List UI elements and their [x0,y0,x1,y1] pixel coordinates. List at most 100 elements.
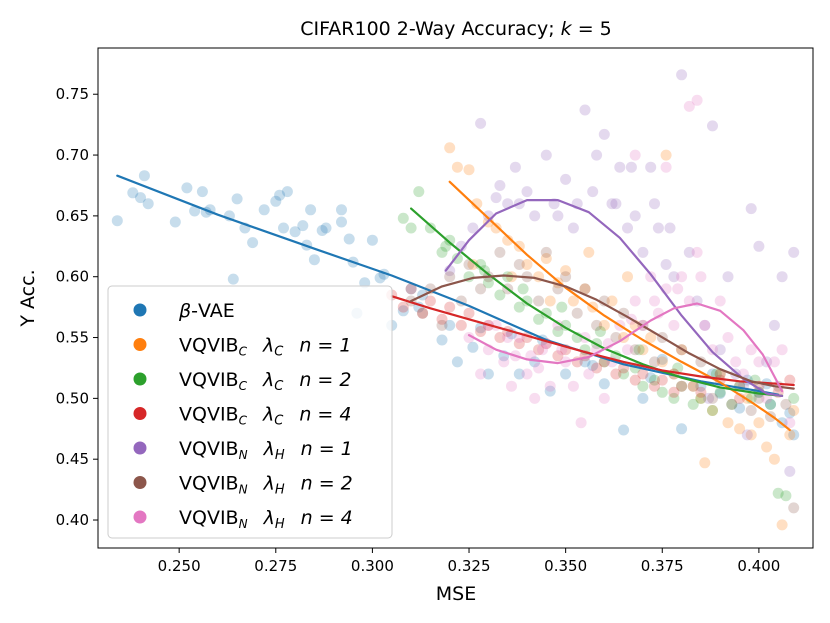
legend-entry-7: VQVIBN λH n = 4 [133,507,353,532]
data-point [533,362,545,374]
legend-label: VQVIBC λC n = 4 [179,404,351,429]
data-point [695,271,707,283]
data-point [776,271,788,283]
data-point [278,222,289,234]
data-point [567,222,579,234]
y-tick-label: 0.70 [56,146,89,164]
data-point [513,368,525,380]
data-point [560,173,572,185]
legend-label: β-VAE [178,300,235,322]
data-point [645,332,657,343]
data-point [622,344,633,356]
data-point [444,319,456,331]
x-axis: 0.250 0.275 0.300 0.325 0.350 0.375 0.400 [158,548,780,575]
data-point [637,246,649,258]
data-point [699,319,711,331]
data-point [305,204,317,216]
data-point [784,417,796,429]
data-point [482,368,494,380]
legend-entry-4: VQVIBC λC n = 4 [133,404,351,429]
data-point [336,204,347,216]
data-point [610,332,622,343]
data-point [637,392,649,404]
trend-line-7 [467,302,784,393]
data-point [660,259,672,270]
data-point [714,388,726,399]
data-point [699,319,711,331]
data-point [540,307,552,319]
trend-line-2 [448,180,791,432]
data-point [614,161,626,173]
data-point [695,392,707,404]
data-point [668,386,680,398]
data-point [776,344,788,356]
data-point [169,216,181,228]
plot-frame [97,47,814,549]
data-point [413,186,425,198]
data-point [494,246,506,258]
data-point [494,180,506,191]
data-point [598,392,610,404]
data-point [649,198,660,210]
data-point [552,350,564,362]
legend: β-VAE VQVIBC λC n = 1 VQVIBC λC n = 2 VQVIBC λC n… [107,285,393,539]
x-tick-label: 0.275 [254,557,297,575]
data-point [142,198,154,210]
data-point [753,417,765,429]
series-points-3 [397,186,800,502]
data-point [281,186,293,198]
data-point [444,142,456,154]
trend-line-1 [116,174,780,396]
data-point [533,344,545,356]
data-point [610,368,622,380]
data-point [544,380,556,392]
data-point [699,457,711,469]
x-tick-label: 0.300 [351,557,394,575]
data-point [463,164,475,176]
data-point [598,128,610,140]
y-tick-label: 0.50 [56,389,89,407]
x-tick-label: 0.350 [544,557,587,575]
data-point [444,234,456,246]
data-point [687,398,699,410]
data-point [490,192,502,204]
data-point [552,319,564,331]
y-tick-label: 0.40 [56,511,89,529]
data-point [509,161,521,173]
data-point [455,319,467,331]
data-point [529,210,541,222]
data-point [463,307,475,319]
data-point [676,423,688,435]
legend-entry-1: β-VAE [133,300,235,322]
data-point [274,189,286,201]
data-point [765,398,776,410]
data-point [788,429,800,441]
data-point [788,246,800,258]
data-point [544,295,556,307]
data-point [753,240,765,252]
data-point [181,182,193,194]
data-point [297,220,309,232]
data-point [625,161,637,173]
legend-marker [133,510,147,524]
data-point [656,353,668,365]
data-point [583,368,595,380]
data-point [606,198,618,210]
data-point [533,295,545,307]
data-point [691,94,703,106]
legend-marker [133,338,147,351]
data-point [788,502,800,514]
data-point [683,100,695,112]
data-point [397,212,409,224]
data-point [513,338,525,350]
data-point [567,380,579,392]
data-point [540,246,552,258]
data-point [714,386,726,398]
data-point [560,271,572,283]
x-tick-label: 0.325 [448,557,491,575]
data-point [629,344,641,356]
y-axis-title: Y Acc. [17,269,39,327]
data-point [417,307,429,319]
data-point [440,240,452,252]
legend-marker [133,476,147,489]
